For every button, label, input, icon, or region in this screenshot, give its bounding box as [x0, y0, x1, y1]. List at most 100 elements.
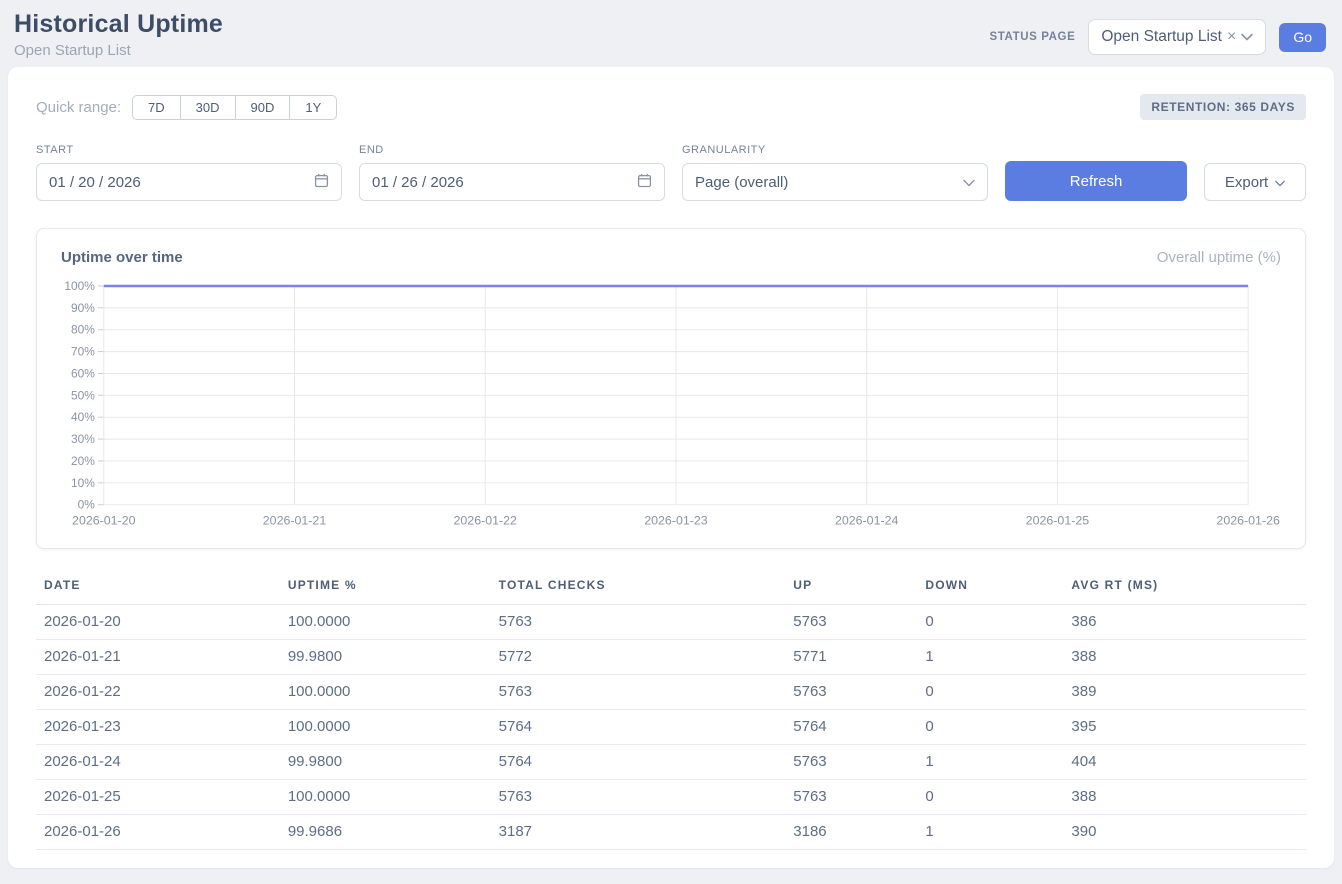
table-cell: 99.9800	[280, 744, 491, 779]
table-cell: 5763	[491, 604, 786, 639]
table-cell: 5771	[785, 639, 917, 674]
uptime-chart-card: Uptime over time Overall uptime (%) 0%10…	[36, 228, 1306, 549]
table-cell: 5763	[785, 674, 917, 709]
column-header: UP	[785, 572, 917, 605]
table-cell: 3187	[491, 814, 786, 849]
go-button[interactable]: Go	[1279, 23, 1326, 52]
status-page-select[interactable]: Open Startup List ×	[1088, 19, 1266, 55]
column-header: DOWN	[917, 572, 1063, 605]
quick-range-90d-button[interactable]: 90D	[235, 95, 291, 120]
table-cell: 100.0000	[280, 709, 491, 744]
table-cell: 388	[1063, 779, 1306, 814]
y-axis-tick-label: 0%	[78, 498, 96, 512]
quick-range-7d-button[interactable]: 7D	[132, 95, 181, 120]
page-subtitle: Open Startup List	[14, 42, 223, 59]
y-axis-tick-label: 20%	[71, 454, 95, 468]
table-cell: 5763	[491, 674, 786, 709]
chevron-down-icon	[1275, 174, 1285, 191]
table-cell: 2026-01-23	[36, 709, 280, 744]
table-header-row: DATEUPTIME %TOTAL CHECKSUPDOWNAVG RT (MS…	[36, 572, 1306, 605]
chart-area: 0%10%20%30%40%50%60%70%80%90%100%2026-01…	[61, 278, 1281, 540]
y-axis-tick-label: 10%	[71, 476, 95, 490]
table-cell: 5763	[785, 744, 917, 779]
retention-badge: RETENTION: 365 DAYS	[1140, 94, 1306, 120]
table-row: 2026-01-2699.9686318731861390	[36, 814, 1306, 849]
filters-row: START 01 / 20 / 2026 END 01 / 26 / 2026 …	[36, 144, 1306, 201]
clear-icon[interactable]: ×	[1227, 29, 1236, 45]
table-cell: 5763	[491, 779, 786, 814]
page-title: Historical Uptime	[14, 10, 223, 39]
table-cell: 99.9686	[280, 814, 491, 849]
granularity-label: GRANULARITY	[682, 144, 988, 156]
table-cell: 5763	[785, 779, 917, 814]
y-axis-tick-label: 90%	[71, 301, 95, 315]
granularity-select[interactable]: Page (overall)	[682, 163, 988, 201]
table-cell: 2026-01-22	[36, 674, 280, 709]
table-cell: 0	[917, 604, 1063, 639]
quick-range-row: Quick range: 7D30D90D1Y RETENTION: 365 D…	[36, 94, 1306, 120]
end-date-input[interactable]: 01 / 26 / 2026	[359, 163, 665, 201]
granularity-field: GRANULARITY Page (overall)	[682, 144, 988, 201]
column-header: AVG RT (MS)	[1063, 572, 1306, 605]
quick-range-label: Quick range:	[36, 99, 121, 116]
table-cell: 99.9800	[280, 639, 491, 674]
calendar-icon[interactable]	[314, 173, 329, 192]
end-label: END	[359, 144, 665, 156]
status-page-controls: STATUS PAGE Open Startup List × Go	[990, 19, 1326, 55]
top-bar: Historical Uptime Open Startup List STAT…	[0, 0, 1342, 59]
table-cell: 390	[1063, 814, 1306, 849]
table-row: 2026-01-2199.9800577257711388	[36, 639, 1306, 674]
table-cell: 100.0000	[280, 674, 491, 709]
granularity-value: Page (overall)	[695, 174, 788, 191]
table-cell: 2026-01-21	[36, 639, 280, 674]
table-cell: 1	[917, 814, 1063, 849]
calendar-icon[interactable]	[637, 173, 652, 192]
table-cell: 3186	[785, 814, 917, 849]
x-axis-tick-label: 2026-01-20	[72, 514, 136, 528]
y-axis-tick-label: 100%	[64, 279, 95, 293]
chevron-down-icon	[1241, 28, 1253, 46]
table-cell: 5764	[785, 709, 917, 744]
uptime-table: DATEUPTIME %TOTAL CHECKSUPDOWNAVG RT (MS…	[36, 572, 1306, 850]
y-axis-tick-label: 50%	[71, 388, 95, 402]
column-header: DATE	[36, 572, 280, 605]
x-axis-tick-label: 2026-01-24	[835, 514, 899, 528]
table-cell: 0	[917, 709, 1063, 744]
export-button[interactable]: Export	[1204, 163, 1306, 201]
export-label: Export	[1225, 174, 1268, 191]
table-cell: 0	[917, 674, 1063, 709]
y-axis-tick-label: 80%	[71, 323, 95, 337]
x-axis-tick-label: 2026-01-21	[263, 514, 327, 528]
table-cell: 5772	[491, 639, 786, 674]
chart-legend: Overall uptime (%)	[1157, 249, 1281, 266]
table-row: 2026-01-22100.0000576357630389	[36, 674, 1306, 709]
start-date-input[interactable]: 01 / 20 / 2026	[36, 163, 342, 201]
table-cell: 100.0000	[280, 779, 491, 814]
status-page-label: STATUS PAGE	[990, 31, 1076, 43]
table-cell: 404	[1063, 744, 1306, 779]
table-cell: 2026-01-26	[36, 814, 280, 849]
table-cell: 388	[1063, 639, 1306, 674]
uptime-line-chart: 0%10%20%30%40%50%60%70%80%90%100%2026-01…	[61, 278, 1281, 535]
start-date-value: 01 / 20 / 2026	[49, 174, 141, 191]
y-axis-tick-label: 70%	[71, 345, 95, 359]
table-cell: 395	[1063, 709, 1306, 744]
y-axis-tick-label: 60%	[71, 366, 95, 380]
quick-range-30d-button[interactable]: 30D	[180, 95, 236, 120]
table-cell: 2026-01-25	[36, 779, 280, 814]
x-axis-tick-label: 2026-01-26	[1216, 514, 1280, 528]
column-header: UPTIME %	[280, 572, 491, 605]
table-row: 2026-01-2499.9800576457631404	[36, 744, 1306, 779]
status-page-value: Open Startup List	[1101, 28, 1222, 46]
table-cell: 1	[917, 744, 1063, 779]
table-cell: 386	[1063, 604, 1306, 639]
chevron-down-icon	[963, 174, 975, 191]
table-cell: 2026-01-20	[36, 604, 280, 639]
table-cell: 5764	[491, 709, 786, 744]
refresh-button[interactable]: Refresh	[1005, 161, 1187, 201]
x-axis-tick-label: 2026-01-25	[1026, 514, 1090, 528]
table-cell: 389	[1063, 674, 1306, 709]
x-axis-tick-label: 2026-01-23	[644, 514, 708, 528]
table-cell: 1	[917, 639, 1063, 674]
quick-range-1y-button[interactable]: 1Y	[289, 95, 337, 120]
